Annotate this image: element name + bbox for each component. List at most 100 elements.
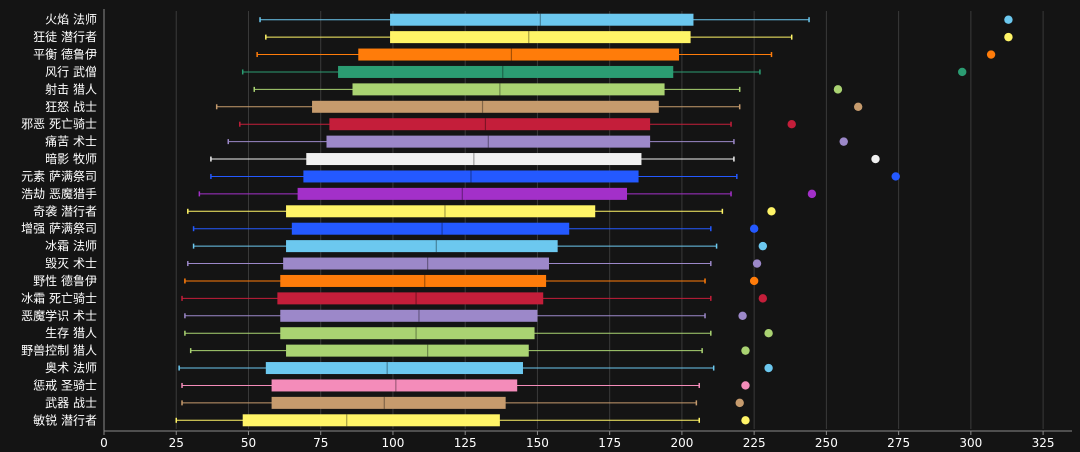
y-tick-label: 冰霜 法师 [45,239,97,253]
box-iqr [329,118,651,131]
x-tick-label: 225 [743,436,766,450]
grid-lines [175,11,1044,429]
box-iqr [265,362,523,375]
y-tick-label: 武器 战士 [45,396,97,410]
x-axis: 0 25 50 75 100 125 150 175 200 225 250 275 300 325 [100,9,1072,450]
box-row [184,274,759,287]
box-row [187,205,776,218]
box-row [227,135,848,148]
box-iqr [338,65,674,78]
outlier-point [735,398,744,408]
x-tick-label: 275 [887,436,910,450]
y-tick-label: 浩劫 恶魔猎手 [21,186,97,201]
box-iqr [297,187,628,200]
box-row [210,153,880,166]
box-row [181,292,768,305]
outlier-point [741,346,750,355]
y-tick-label: 平衡 德鲁伊 [33,47,97,62]
box-iqr [277,292,544,305]
outlier-point [752,259,762,268]
box-row [253,83,843,96]
box-row [175,414,750,427]
box-row [192,240,768,253]
box-iqr [283,257,549,270]
box-iqr [358,48,680,61]
outlier-point [839,137,848,146]
x-tick-label: 75 [313,436,328,450]
y-tick-label: 惩戒 圣骑士 [33,378,97,392]
outlier-point [1004,32,1013,42]
x-tick-label: 250 [815,436,838,450]
y-tick-label: 奇袭 潜行者 [33,203,97,218]
y-tick-label: 暗影 牧师 [45,151,97,166]
outlier-point [758,294,768,303]
box-row [181,396,744,409]
x-tick-label: 200 [670,436,693,450]
box-iqr [306,153,642,166]
box-row [184,327,773,340]
x-tick-label: 25 [169,436,184,450]
y-tick-label: 恶魔学识 术士 [21,308,97,323]
x-tick-label: 175 [598,436,621,450]
outlier-point [741,381,750,390]
y-tick-label: 奥术 法师 [45,361,97,375]
y-tick-label: 野兽控制 猎人 [21,344,97,358]
box-row [241,65,967,78]
outlier-point [749,276,759,286]
box-row [187,257,762,270]
y-tick-label: 风行 武僧 [45,65,97,79]
y-tick-label: 火焰 法师 [45,12,97,27]
box-row [192,222,759,235]
x-tick-label: 150 [526,436,549,450]
boxes-layer [175,13,1013,427]
box-iqr [303,170,639,183]
y-tick-label: 野性 德鲁伊 [33,273,97,288]
box-row [259,13,1013,26]
box-iqr [280,309,538,322]
outlier-point [871,154,880,164]
y-tick-label: 冰霜 死亡骑士 [21,291,97,305]
box-row [215,100,863,113]
outlier-point [764,329,773,338]
x-tick-label: 0 [100,436,108,450]
outlier-point [833,85,843,94]
box-iqr [312,100,659,113]
outlier-point [1004,15,1013,24]
box-row [178,362,773,375]
x-tick-label: 50 [241,436,256,450]
box-iqr [390,13,694,26]
box-row [256,48,996,61]
box-row [189,344,750,357]
box-iqr [390,31,691,44]
outlier-point [787,120,796,129]
box-iqr [286,205,596,218]
box-row [198,187,817,200]
x-tick-label: 100 [382,436,405,450]
y-tick-label: 狂徒 潜行者 [33,30,97,44]
outlier-point [741,416,750,425]
outlier-point [853,102,863,111]
y-tick-label: 痛苦 术士 [45,134,97,149]
box-row [181,379,750,392]
box-iqr [242,414,500,427]
box-iqr [286,240,558,253]
x-tick-label: 325 [1032,436,1055,450]
box-row [239,118,796,131]
y-tick-label: 射击 猎人 [45,81,97,96]
y-tick-label: 生存 猎人 [45,326,97,340]
outlier-point [891,172,900,181]
box-iqr [271,379,518,392]
x-tick-label: 125 [454,436,477,450]
outlier-point [749,224,759,233]
x-tick-label: 300 [959,436,982,450]
box-row [184,309,747,322]
box-iqr [352,83,665,96]
y-tick-label: 毁灭 术士 [45,256,97,271]
y-tick-label: 增强 萨满祭司 [21,222,97,236]
box-iqr [291,222,570,235]
outlier-point [957,67,967,77]
y-tick-label: 元素 萨满祭司 [21,169,97,183]
y-tick-label: 狂怒 战士 [45,99,97,114]
